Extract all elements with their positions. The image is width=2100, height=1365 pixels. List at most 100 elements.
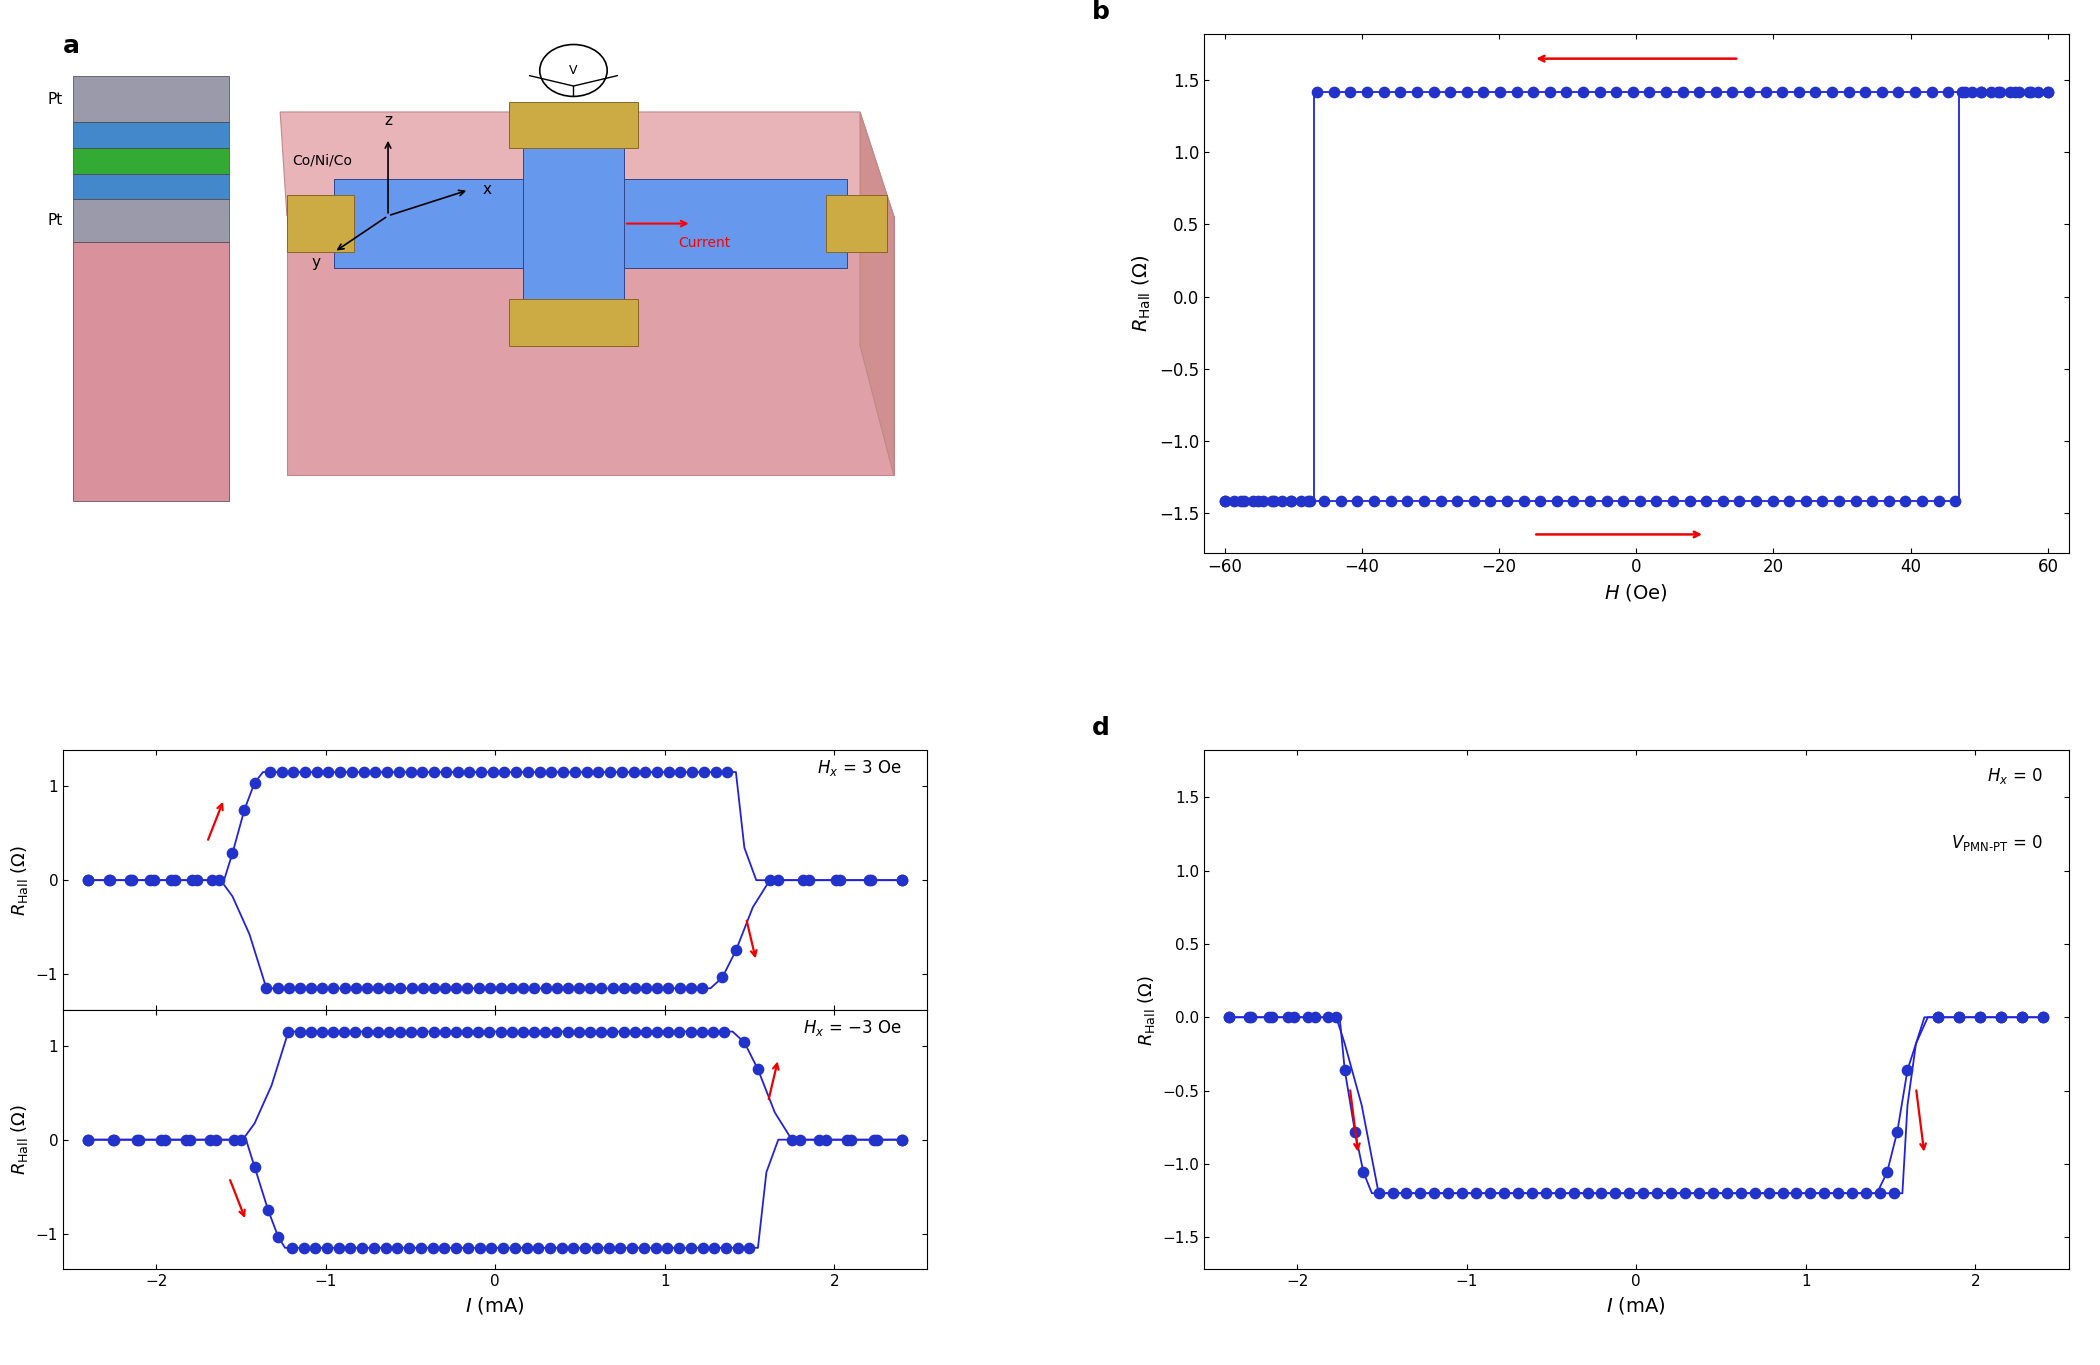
Point [1980, 81, 2014, 102]
Point [416, 1237, 449, 1259]
Point [1403, 1182, 1436, 1204]
Point [405, 977, 439, 999]
Point [664, 1021, 697, 1043]
Text: $H_x$ = −3 Oe: $H_x$ = −3 Oe [802, 1018, 901, 1037]
Point [1657, 490, 1691, 512]
Point [496, 1021, 529, 1043]
Text: Co/Ni/Co: Co/Ni/Co [292, 154, 353, 168]
Y-axis label: $R_{\rm Hall}$ ($\Omega$): $R_{\rm Hall}$ ($\Omega$) [1132, 255, 1153, 332]
Point [304, 1021, 338, 1043]
Point [1325, 490, 1359, 512]
Point [418, 977, 452, 999]
Point [357, 1237, 391, 1259]
Point [265, 762, 298, 784]
Point [808, 1129, 842, 1151]
Point [116, 870, 149, 891]
Point [605, 762, 638, 784]
Point [1544, 1182, 1577, 1204]
Polygon shape [279, 112, 895, 216]
Point [147, 1129, 181, 1151]
Point [1898, 81, 1932, 102]
Point [1357, 490, 1390, 512]
Point [359, 762, 393, 784]
Point [428, 1237, 462, 1259]
Point [338, 1021, 372, 1043]
Point [1600, 81, 1634, 102]
Point [260, 977, 294, 999]
Point [687, 1237, 720, 1259]
Point [1212, 1006, 1245, 1028]
Point [706, 966, 739, 988]
Point [1772, 490, 1806, 512]
Point [304, 977, 338, 999]
Point [384, 977, 418, 999]
Point [1699, 81, 1732, 102]
Polygon shape [825, 195, 886, 253]
Point [1233, 1006, 1266, 1028]
Point [651, 977, 685, 999]
Point [317, 1021, 351, 1043]
Point [718, 939, 752, 961]
Point [418, 762, 452, 784]
Point [1556, 490, 1590, 512]
Point [1821, 1182, 1854, 1204]
Point [2026, 1006, 2060, 1028]
Point [351, 1021, 384, 1043]
Point [382, 762, 416, 784]
Point [580, 1237, 613, 1259]
Point [1823, 490, 1856, 512]
Point [1850, 1182, 1884, 1204]
Point [617, 1021, 651, 1043]
Point [1640, 490, 1674, 512]
Text: x: x [483, 183, 491, 198]
Point [823, 870, 857, 891]
Point [1779, 1182, 1812, 1204]
Point [1390, 490, 1424, 512]
Point [1640, 1182, 1674, 1204]
Point [1751, 1182, 1785, 1204]
Point [1418, 81, 1451, 102]
Point [487, 762, 521, 784]
Text: $H_x$ = 3 Oe: $H_x$ = 3 Oe [817, 758, 901, 778]
Point [1573, 490, 1607, 512]
Point [674, 1237, 708, 1259]
Point [741, 1058, 775, 1080]
Point [1252, 1006, 1285, 1028]
Point [496, 977, 529, 999]
Point [1275, 490, 1308, 512]
Point [1376, 1182, 1409, 1204]
Point [859, 1129, 892, 1151]
Point [193, 1129, 227, 1151]
Point [311, 762, 344, 784]
Text: $V_{\mathrm{PMN\text{-}PT}}$ = 0: $V_{\mathrm{PMN\text{-}PT}}$ = 0 [1951, 834, 2043, 853]
Point [338, 977, 372, 999]
Point [834, 1129, 867, 1151]
Point [1361, 1182, 1394, 1204]
Point [630, 977, 664, 999]
Y-axis label: $R_{\rm Hall}$ ($\Omega$): $R_{\rm Hall}$ ($\Omega$) [1136, 975, 1157, 1046]
Point [582, 762, 615, 784]
Point [592, 1237, 626, 1259]
Point [1350, 81, 1384, 102]
Point [1539, 490, 1573, 512]
Point [687, 762, 720, 784]
Point [1783, 81, 1816, 102]
Point [1922, 1006, 1955, 1028]
Point [569, 762, 603, 784]
Point [452, 977, 485, 999]
Point [1367, 81, 1401, 102]
Point [2006, 1006, 2039, 1028]
Point [1984, 1006, 2018, 1028]
Point [1292, 490, 1325, 512]
Point [336, 762, 370, 784]
Text: d: d [1092, 715, 1109, 740]
Point [1625, 1182, 1659, 1204]
Point [1938, 490, 1972, 512]
Point [1434, 81, 1468, 102]
Point [1208, 490, 1241, 512]
Point [1667, 1182, 1701, 1204]
Point [596, 1021, 630, 1043]
Point [277, 762, 311, 784]
Point [510, 762, 544, 784]
Polygon shape [288, 216, 895, 475]
